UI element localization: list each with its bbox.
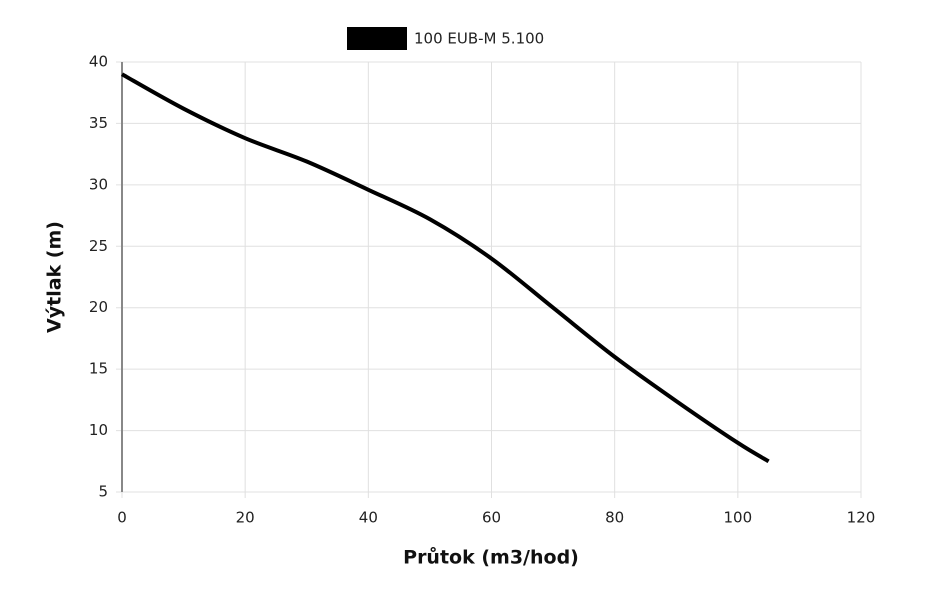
x-axis-title: Průtok (m3/hod) xyxy=(403,546,579,569)
x-tick-label: 40 xyxy=(359,509,378,527)
x-tick-label: 80 xyxy=(605,509,624,527)
legend-swatch xyxy=(347,27,407,50)
y-tick-label: 40 xyxy=(89,53,108,71)
series-line xyxy=(121,72,770,464)
legend-label: 100 EUB-M 5.100 xyxy=(414,30,544,48)
y-tick-label: 20 xyxy=(89,298,108,316)
y-axis-title: Výtlak (m) xyxy=(44,221,66,333)
y-tick-label: 5 xyxy=(98,483,108,501)
x-tick-label: 20 xyxy=(236,509,255,527)
x-tick-label: 100 xyxy=(724,509,753,527)
y-tick-label: 10 xyxy=(89,421,108,439)
y-tick-label: 30 xyxy=(89,175,108,193)
x-tick-label: 60 xyxy=(482,509,501,527)
x-tick-label: 120 xyxy=(847,509,876,527)
y-tick-label: 15 xyxy=(89,360,108,378)
y-tick-label: 25 xyxy=(89,237,108,255)
x-tick-label: 0 xyxy=(117,509,127,527)
y-tick-label: 35 xyxy=(89,114,108,132)
